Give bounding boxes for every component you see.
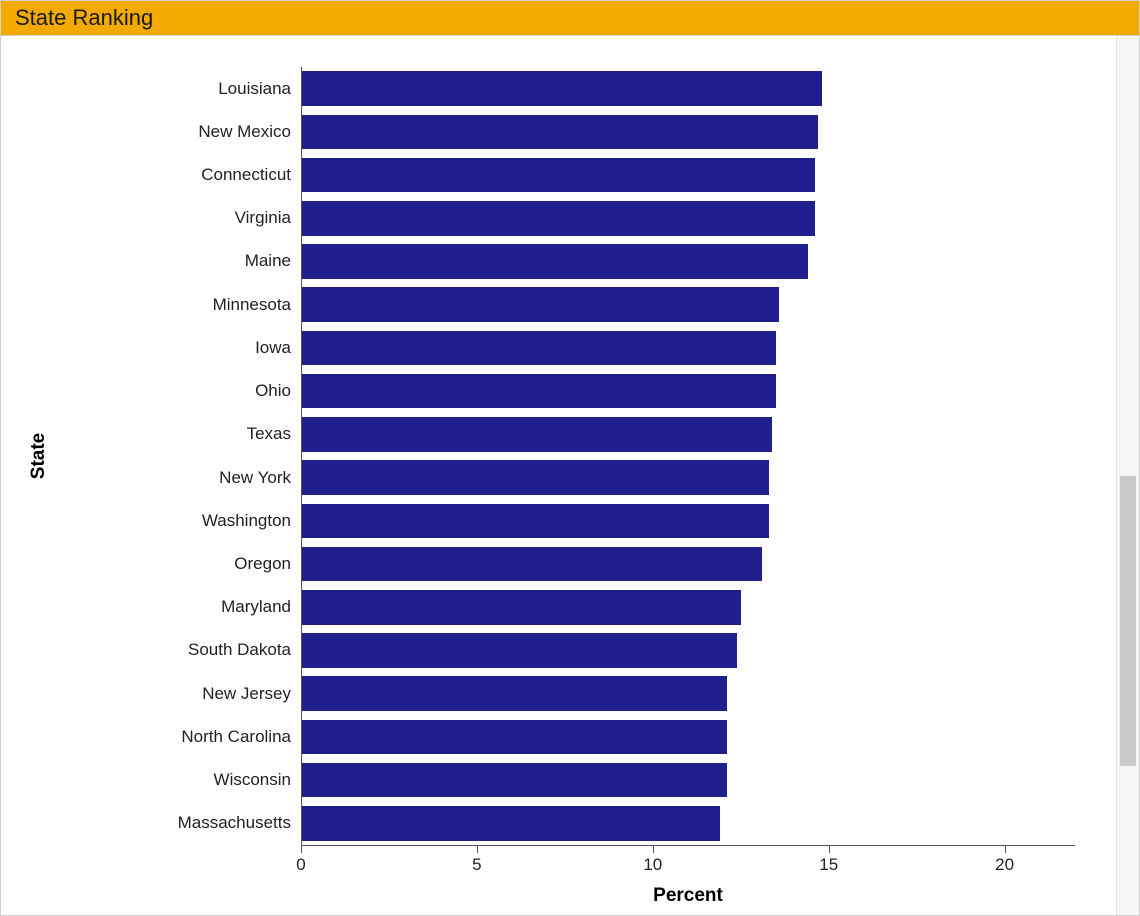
y-axis-title: State <box>28 433 50 479</box>
bar-row: Maine <box>301 240 1075 283</box>
x-tick <box>653 845 654 853</box>
category-label: Massachusetts <box>178 813 301 833</box>
scrollbar-thumb[interactable] <box>1120 476 1136 766</box>
x-tick-label: 20 <box>995 855 1014 875</box>
bar-row: New Jersey <box>301 672 1075 715</box>
bar-row: Louisiana <box>301 67 1075 110</box>
y-axis-line <box>301 67 302 845</box>
bar-row: Connecticut <box>301 153 1075 196</box>
category-label: Connecticut <box>201 165 301 185</box>
bar <box>301 806 720 841</box>
x-tick-label: 5 <box>472 855 481 875</box>
x-tick-label: 0 <box>296 855 305 875</box>
category-label: Oregon <box>234 554 301 574</box>
bar-row: Maryland <box>301 586 1075 629</box>
category-label: Minnesota <box>213 295 301 315</box>
x-tick <box>477 845 478 853</box>
x-tick <box>1005 845 1006 853</box>
category-label: Wisconsin <box>214 770 301 790</box>
chart-body: State Percent LouisianaNew MexicoConnect… <box>1 37 1115 915</box>
category-label: Iowa <box>255 338 301 358</box>
plot-area: LouisianaNew MexicoConnecticutVirginiaMa… <box>301 67 1075 845</box>
bar <box>301 244 808 279</box>
bar <box>301 633 737 668</box>
bar-row: Massachusetts <box>301 802 1075 845</box>
category-label: Virginia <box>235 208 301 228</box>
category-label: New Mexico <box>198 122 301 142</box>
bar <box>301 201 815 236</box>
category-label: Ohio <box>255 381 301 401</box>
x-tick-label: 15 <box>819 855 838 875</box>
category-label: Maryland <box>221 597 301 617</box>
scrollbar[interactable] <box>1116 37 1139 915</box>
x-tick <box>301 845 302 853</box>
x-axis-title: Percent <box>653 885 723 907</box>
bar-row: North Carolina <box>301 715 1075 758</box>
bar <box>301 115 818 150</box>
category-label: North Carolina <box>181 727 301 747</box>
category-label: Texas <box>247 424 301 444</box>
bar-row: Washington <box>301 499 1075 542</box>
bar <box>301 720 727 755</box>
category-label: New Jersey <box>202 684 301 704</box>
x-axis-line <box>301 845 1075 846</box>
bar-row: New York <box>301 456 1075 499</box>
category-label: New York <box>219 468 301 488</box>
bar <box>301 287 779 322</box>
bar-row: Minnesota <box>301 283 1075 326</box>
category-label: Maine <box>245 251 301 271</box>
panel-title: State Ranking <box>1 1 1139 35</box>
bar-row: Virginia <box>301 197 1075 240</box>
bar <box>301 331 776 366</box>
bar-row: Ohio <box>301 370 1075 413</box>
bar <box>301 676 727 711</box>
bar <box>301 71 822 106</box>
bar-row: Wisconsin <box>301 759 1075 802</box>
state-ranking-chart: State Percent LouisianaNew MexicoConnect… <box>1 37 1115 915</box>
bar <box>301 158 815 193</box>
category-label: Louisiana <box>218 79 301 99</box>
bar <box>301 460 769 495</box>
bar-row: South Dakota <box>301 629 1075 672</box>
bar <box>301 374 776 409</box>
bar <box>301 417 772 452</box>
bar <box>301 590 741 625</box>
bar-row: Iowa <box>301 326 1075 369</box>
bar-row: Oregon <box>301 542 1075 585</box>
x-tick <box>829 845 830 853</box>
x-tick-label: 10 <box>643 855 662 875</box>
bar-row: Texas <box>301 413 1075 456</box>
bar <box>301 763 727 798</box>
bar <box>301 504 769 539</box>
divider <box>1 35 1139 36</box>
category-label: Washington <box>202 511 301 531</box>
bar <box>301 547 762 582</box>
panel: State Ranking State Percent LouisianaNew… <box>0 0 1140 916</box>
category-label: South Dakota <box>188 640 301 660</box>
bar-row: New Mexico <box>301 110 1075 153</box>
